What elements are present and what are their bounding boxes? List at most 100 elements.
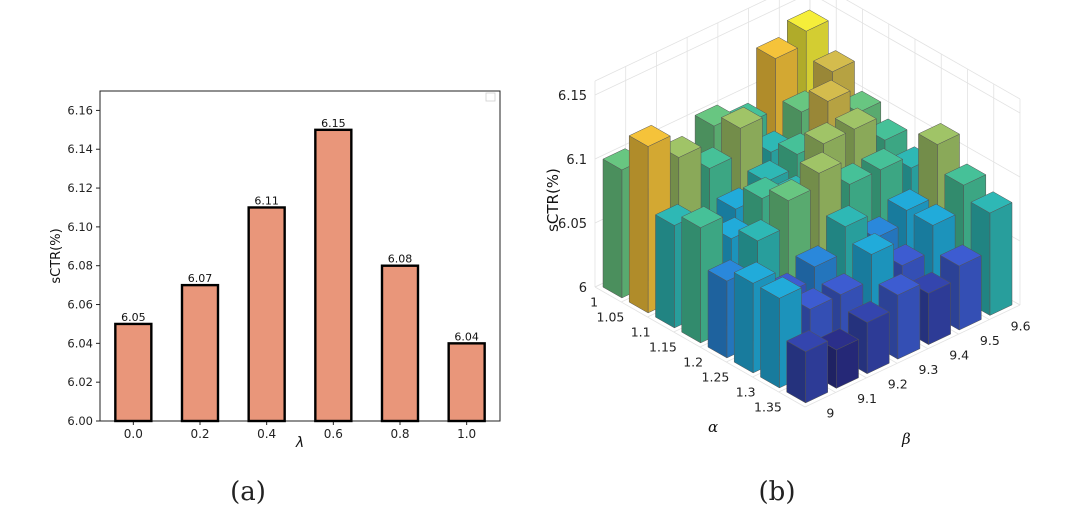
bar3d-face-front [989, 202, 1013, 316]
bar3d-chart-alpha-beta: 66.056.16.15 11.051.11.151.21.251.31.35 … [544, 0, 1031, 507]
bar3d-face-top [944, 163, 987, 186]
chart-b-beta-tick: 9 [826, 406, 834, 421]
chart-b-zlabel: sCTR(%) [544, 168, 562, 232]
chart-a-ytick-label: 6.02 [67, 375, 93, 389]
bar3d-face-top [628, 124, 671, 147]
bar3d-face-top [808, 79, 851, 102]
bar-value-label: 6.08 [388, 253, 413, 266]
bar3d-face-top [939, 244, 982, 267]
bar3d-face-top [917, 123, 961, 145]
chart-b-caption: (b) [759, 477, 796, 507]
bar-lambda-0.2 [180, 283, 220, 423]
chart-a-ytick-label: 6.14 [67, 142, 93, 156]
bar3d-face-top [755, 37, 799, 59]
bar3d-face-side [602, 158, 623, 299]
bar3d-face-top [759, 276, 803, 299]
chart-a-xtick-label: 0.2 [190, 427, 209, 441]
chart-b-beta-tick: 9.6 [1011, 318, 1031, 333]
bar3d-face-top [821, 273, 864, 295]
bar3d-face-top [799, 151, 842, 174]
chart-a-ytick-label: 6.10 [67, 220, 93, 234]
chart-b-gridline [845, 0, 1021, 100]
chart-b-alpha-tick: 1.05 [597, 310, 625, 325]
bar3d-face-top [852, 233, 895, 255]
chart-a-ytick-label: 6.04 [67, 336, 93, 350]
chart-a-frame [99, 90, 501, 422]
bar3d-face-top [681, 206, 724, 228]
bar3d-face-top [825, 205, 868, 227]
bar-value-label: 6.05 [121, 311, 146, 324]
chart-b-beta-label: β [901, 430, 911, 448]
chart-b-beta-tick: 9.1 [857, 391, 877, 406]
chart-b-ztick-label: 6.05 [558, 217, 587, 232]
bar3d-a1.3-b9 [759, 276, 803, 389]
bar-lambda-1.0 [447, 342, 486, 423]
chart-b-gridline [594, 0, 797, 96]
bar3d-face-top [913, 203, 956, 226]
bar3d-a1.35-b9 [786, 330, 829, 404]
chart-a-ytick-label: 6.16 [67, 103, 93, 117]
chart-b-alpha-tick: 1 [590, 295, 598, 310]
bar-lambda-0.0 [114, 322, 153, 423]
chart-b-ztick-label: 6.15 [558, 89, 587, 104]
bar3d-face-top [795, 245, 838, 268]
bar-value-label: 6.15 [321, 117, 346, 130]
bar3d-face-front [805, 340, 828, 404]
chart-b-alpha-tick: 1.25 [702, 370, 730, 385]
bar3d-face-top [812, 50, 856, 73]
bar3d-face-top [738, 219, 781, 242]
bar3d-face-side [760, 287, 780, 389]
bar-value-label: 6.11 [254, 194, 279, 207]
bar3d-face-top [887, 188, 930, 211]
chart-a-ytick-label: 6.08 [67, 259, 93, 273]
bar3d-face-top [733, 261, 776, 284]
bar3d-face-top [786, 9, 829, 32]
bar-lambda-0.8 [380, 264, 420, 423]
chart-a-ytick-label: 6.12 [67, 181, 93, 195]
chart-a-legend-box [485, 92, 496, 102]
chart-b-gridline [594, 0, 767, 82]
chart-a-ytick-label: 6.06 [67, 298, 93, 312]
bar3d-face-front [866, 311, 890, 375]
chart-b-ztick-label: 6 [579, 281, 587, 296]
bar3d-face-top [847, 300, 890, 323]
bar-value-label: 6.07 [188, 272, 213, 285]
chart-a-xtick-label: 0.6 [324, 427, 343, 441]
bar3d-face-side [681, 216, 701, 344]
bar3d-face-top [804, 122, 847, 145]
chart-b-beta-tick: 9.5 [980, 333, 1000, 348]
chart-a-xtick-label: 0.0 [124, 427, 143, 441]
chart-a-xtick-label: 0.4 [257, 427, 276, 441]
chart-b-alpha-label: α [708, 418, 718, 436]
bar3d-face-top [834, 107, 877, 130]
chart-b-beta-tick: 9.3 [919, 362, 939, 377]
chart-a-xtick-label: 0.8 [390, 427, 409, 441]
chart-b-alpha-tick: 1.1 [631, 325, 651, 340]
bar3d-face-side [655, 214, 675, 329]
chart-b-beta-tick: 9.4 [949, 347, 969, 362]
bar3d-face-top [878, 273, 921, 296]
chart-a-ytick-label: 6.00 [67, 414, 93, 428]
bar-value-label: 6.04 [454, 330, 479, 343]
bar-chart-lambda: 6.00 6.02 6.04 6.06 6.08 6.10 6.12 6.14 6.16 0.0… [49, 90, 501, 507]
chart-b-beta-tick: 9.2 [888, 377, 908, 392]
chart-a-caption: (a) [230, 477, 266, 507]
bar-lambda-0.4 [247, 206, 286, 423]
chart-a-xlabel: λ [295, 435, 304, 451]
bar3d-face-top [970, 191, 1013, 214]
bar3d-face-top [720, 106, 763, 129]
bar3d-face-top [860, 148, 904, 171]
bar-lambda-0.6 [314, 128, 353, 423]
bar3d-face-side [707, 269, 728, 359]
bar3d-face-top [768, 179, 811, 201]
bar3d-face-front [928, 282, 951, 345]
chart-a-xtick-label: 1.0 [457, 427, 476, 441]
chart-b-alpha-tick: 1.15 [649, 340, 677, 355]
bar3d-face-top [786, 330, 829, 352]
chart-b-gridline [804, 304, 1021, 408]
chart-b-ztick-label: 6.1 [566, 153, 587, 168]
chart-b-alpha-tick: 1.2 [683, 355, 703, 370]
bar3d-face-front [958, 255, 982, 331]
chart-b-alpha-tick: 1.35 [754, 400, 782, 415]
chart-a-ylabel: sCTR(%) [49, 228, 64, 283]
